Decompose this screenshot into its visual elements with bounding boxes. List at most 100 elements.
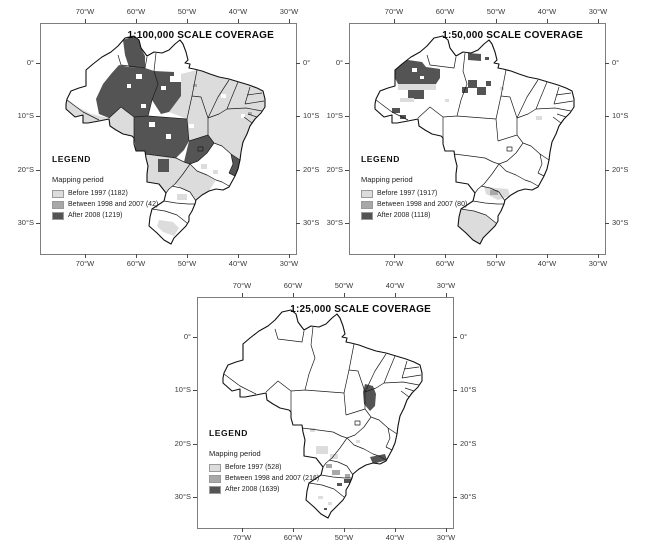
lat-tick-label: 20°S [460, 439, 477, 448]
legend-items: Before 1997 (1182) Between 1998 and 2007 … [52, 188, 158, 221]
legend-item: After 2008 (1219) [52, 210, 158, 221]
axis-tick [242, 293, 243, 297]
legend-label: Before 1997 (528) [225, 464, 282, 471]
lat-tick-label: 30°S [326, 218, 343, 227]
lon-tick-label: 50°W [334, 533, 354, 542]
axis-tick [453, 337, 457, 338]
brazil-map-50k [374, 35, 575, 245]
axis-tick [85, 19, 86, 23]
legend-swatch [361, 200, 373, 209]
axis-tick [605, 116, 609, 117]
map-frame-25k: 1:25,000 SCALE COVERAGE LEGEND Mapping p… [197, 297, 454, 529]
axis-tick [344, 293, 345, 297]
lat-tick-label: 10°S [460, 385, 477, 394]
lon-tick-label: 40°W [385, 533, 405, 542]
legend-subheading: Mapping period [209, 449, 261, 458]
lat-tick-label: 0° [460, 332, 468, 341]
lon-tick-label: 60°W [435, 7, 455, 16]
lon-tick-label: 30°W [436, 281, 456, 290]
lon-tick-label: 40°W [537, 259, 557, 268]
legend-label: After 2008 (1118) [377, 212, 431, 219]
axis-tick [345, 170, 349, 171]
brazil-map-100k [65, 35, 266, 245]
lon-tick-label: 70°W [384, 259, 404, 268]
lon-tick-label: 40°W [385, 281, 405, 290]
axis-tick [547, 19, 548, 23]
lon-tick-label: 30°W [436, 533, 456, 542]
axis-tick [36, 63, 40, 64]
axis-tick [598, 19, 599, 23]
lon-tick-label: 50°W [177, 7, 197, 16]
lon-tick-label: 50°W [486, 7, 506, 16]
axis-tick [345, 116, 349, 117]
legend-label: Before 1997 (1182) [68, 190, 128, 197]
map-title-25k: 1:25,000 SCALE COVERAGE [290, 304, 431, 315]
axis-tick [345, 63, 349, 64]
map-legend-100k: LEGEND Mapping period Before 1997 (1182)… [52, 154, 158, 221]
legend-item: After 2008 (1639) [209, 484, 319, 495]
lat-tick-label: 20°S [17, 165, 34, 174]
legend-heading: LEGEND [52, 154, 92, 164]
lat-tick-label: 10°S [612, 111, 629, 120]
axis-tick [496, 254, 497, 258]
legend-items: Before 1997 (1917) Between 1998 and 2007 … [361, 188, 467, 221]
axis-tick [453, 390, 457, 391]
axis-tick [344, 528, 345, 532]
axis-tick [238, 19, 239, 23]
lon-tick-label: 30°W [279, 7, 299, 16]
lon-tick-label: 30°W [588, 259, 608, 268]
panel-100k-scale: 1:100,000 SCALE COVERAGE LEGEND Mapping … [0, 0, 330, 270]
legend-item: Before 1997 (1182) [52, 188, 158, 199]
legend-item: After 2008 (1118) [361, 210, 467, 221]
axis-tick [238, 254, 239, 258]
legend-item: Before 1997 (528) [209, 462, 319, 473]
axis-tick [187, 19, 188, 23]
lat-tick-label: 20°S [326, 165, 343, 174]
axis-tick [547, 254, 548, 258]
legend-label: Between 1998 and 2007 (42) [68, 201, 159, 208]
axis-tick [394, 254, 395, 258]
legend-swatch [361, 189, 373, 198]
brazil-map-25k [222, 309, 423, 519]
lat-tick-label: 30°S [174, 492, 191, 501]
axis-tick [395, 293, 396, 297]
lat-tick-label: 10°S [174, 385, 191, 394]
lon-tick-label: 70°W [75, 259, 95, 268]
axis-tick [598, 254, 599, 258]
axis-tick [445, 254, 446, 258]
axis-tick [193, 337, 197, 338]
legend-swatch [209, 485, 221, 494]
axis-tick [136, 19, 137, 23]
map-legend-25k: LEGEND Mapping period Before 1997 (528) B… [209, 428, 319, 495]
axis-tick [193, 390, 197, 391]
lat-tick-label: 30°S [460, 492, 477, 501]
axis-tick [296, 223, 300, 224]
legend-swatch [52, 189, 64, 198]
lon-tick-label: 60°W [126, 7, 146, 16]
axis-tick [395, 528, 396, 532]
legend-item: Between 1998 and 2007 (216) [209, 473, 319, 484]
lon-tick-label: 50°W [177, 259, 197, 268]
legend-item: Before 1997 (1917) [361, 188, 467, 199]
lat-tick-label: 20°S [174, 439, 191, 448]
axis-tick [453, 497, 457, 498]
lat-tick-label: 0° [303, 58, 311, 67]
lon-tick-label: 60°W [126, 259, 146, 268]
axis-tick [36, 116, 40, 117]
legend-item: Between 1998 and 2007 (80) [361, 199, 467, 210]
legend-label: Between 1998 and 2007 (216) [225, 475, 320, 482]
lon-tick-label: 70°W [384, 7, 404, 16]
lon-tick-label: 60°W [283, 281, 303, 290]
axis-tick [445, 19, 446, 23]
lat-tick-label: 0° [26, 58, 34, 67]
legend-swatch [209, 474, 221, 483]
legend-label: Between 1998 and 2007 (80) [377, 201, 468, 208]
legend-subheading: Mapping period [361, 175, 413, 184]
axis-tick [394, 19, 395, 23]
map-legend-50k: LEGEND Mapping period Before 1997 (1917)… [361, 154, 467, 221]
axis-tick [36, 223, 40, 224]
lon-tick-label: 50°W [486, 259, 506, 268]
lon-tick-label: 50°W [334, 281, 354, 290]
axis-tick [289, 19, 290, 23]
